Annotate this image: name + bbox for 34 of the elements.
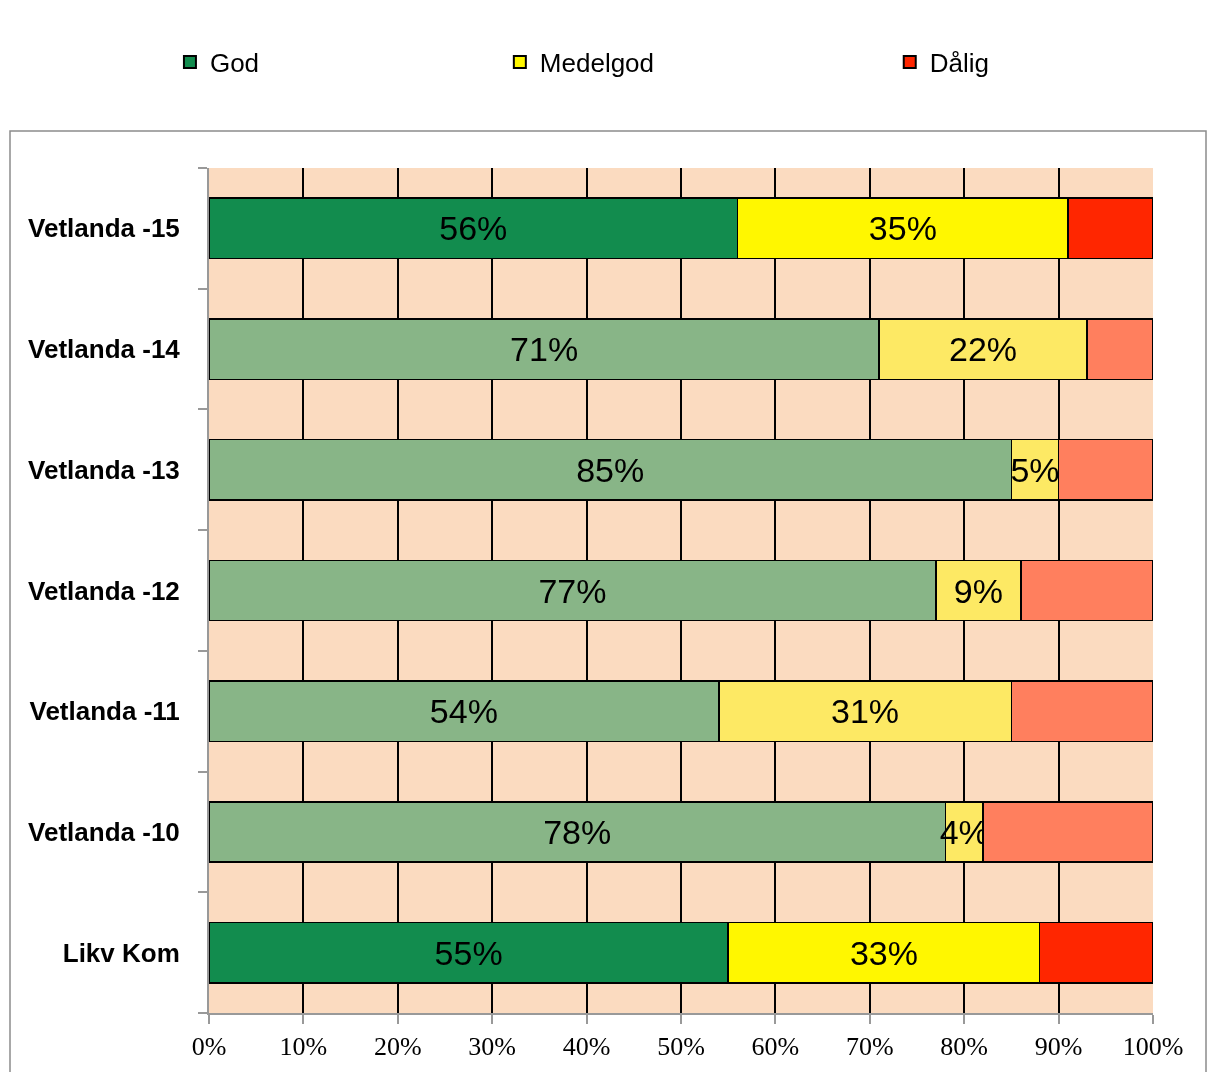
y-tick-label: Likv Kom: [62, 937, 180, 968]
legend-label: God: [209, 48, 260, 79]
data-label: 31%: [831, 692, 900, 731]
x-tick-label: 40%: [562, 1032, 611, 1062]
data-label: 35%: [868, 209, 937, 248]
x-tick-label: 10%: [279, 1032, 328, 1062]
x-tick-label: 70%: [845, 1032, 894, 1062]
legend-label: Dålig: [929, 48, 989, 79]
y-tick-label: Vetlanda -14: [28, 334, 181, 365]
data-label: 85%: [576, 450, 645, 489]
y-tick-label: Vetlanda -10: [28, 817, 180, 848]
y-tick-label: Vetlanda -15: [28, 213, 180, 244]
data-label: 54%: [429, 692, 498, 731]
data-label: 55%: [434, 933, 503, 972]
data-label: 77%: [538, 571, 607, 610]
data-label: 9%: [953, 571, 1003, 610]
data-label: 78%: [543, 812, 612, 851]
data-label: 71%: [510, 330, 579, 369]
y-tick-label: Vetlanda -13: [28, 454, 180, 485]
x-tick-label: 100%: [1122, 1032, 1184, 1062]
x-tick-label: 90%: [1034, 1032, 1083, 1062]
data-label: 5%: [1010, 450, 1060, 489]
x-tick-label: 60%: [751, 1032, 800, 1062]
y-tick-label: Vetlanda -12: [28, 575, 180, 606]
legend-label: Medelgod: [539, 48, 655, 79]
x-tick-label: 30%: [468, 1032, 517, 1062]
data-label: 56%: [439, 209, 508, 248]
x-tick-label: 80%: [940, 1032, 989, 1062]
y-tick-label: Vetlanda -11: [29, 696, 180, 727]
data-label: 33%: [849, 933, 918, 972]
x-tick-label: 50%: [657, 1032, 705, 1062]
data-label: 22%: [949, 330, 1018, 369]
x-tick-label: 20%: [373, 1032, 422, 1062]
x-tick-label: 0%: [191, 1032, 227, 1062]
